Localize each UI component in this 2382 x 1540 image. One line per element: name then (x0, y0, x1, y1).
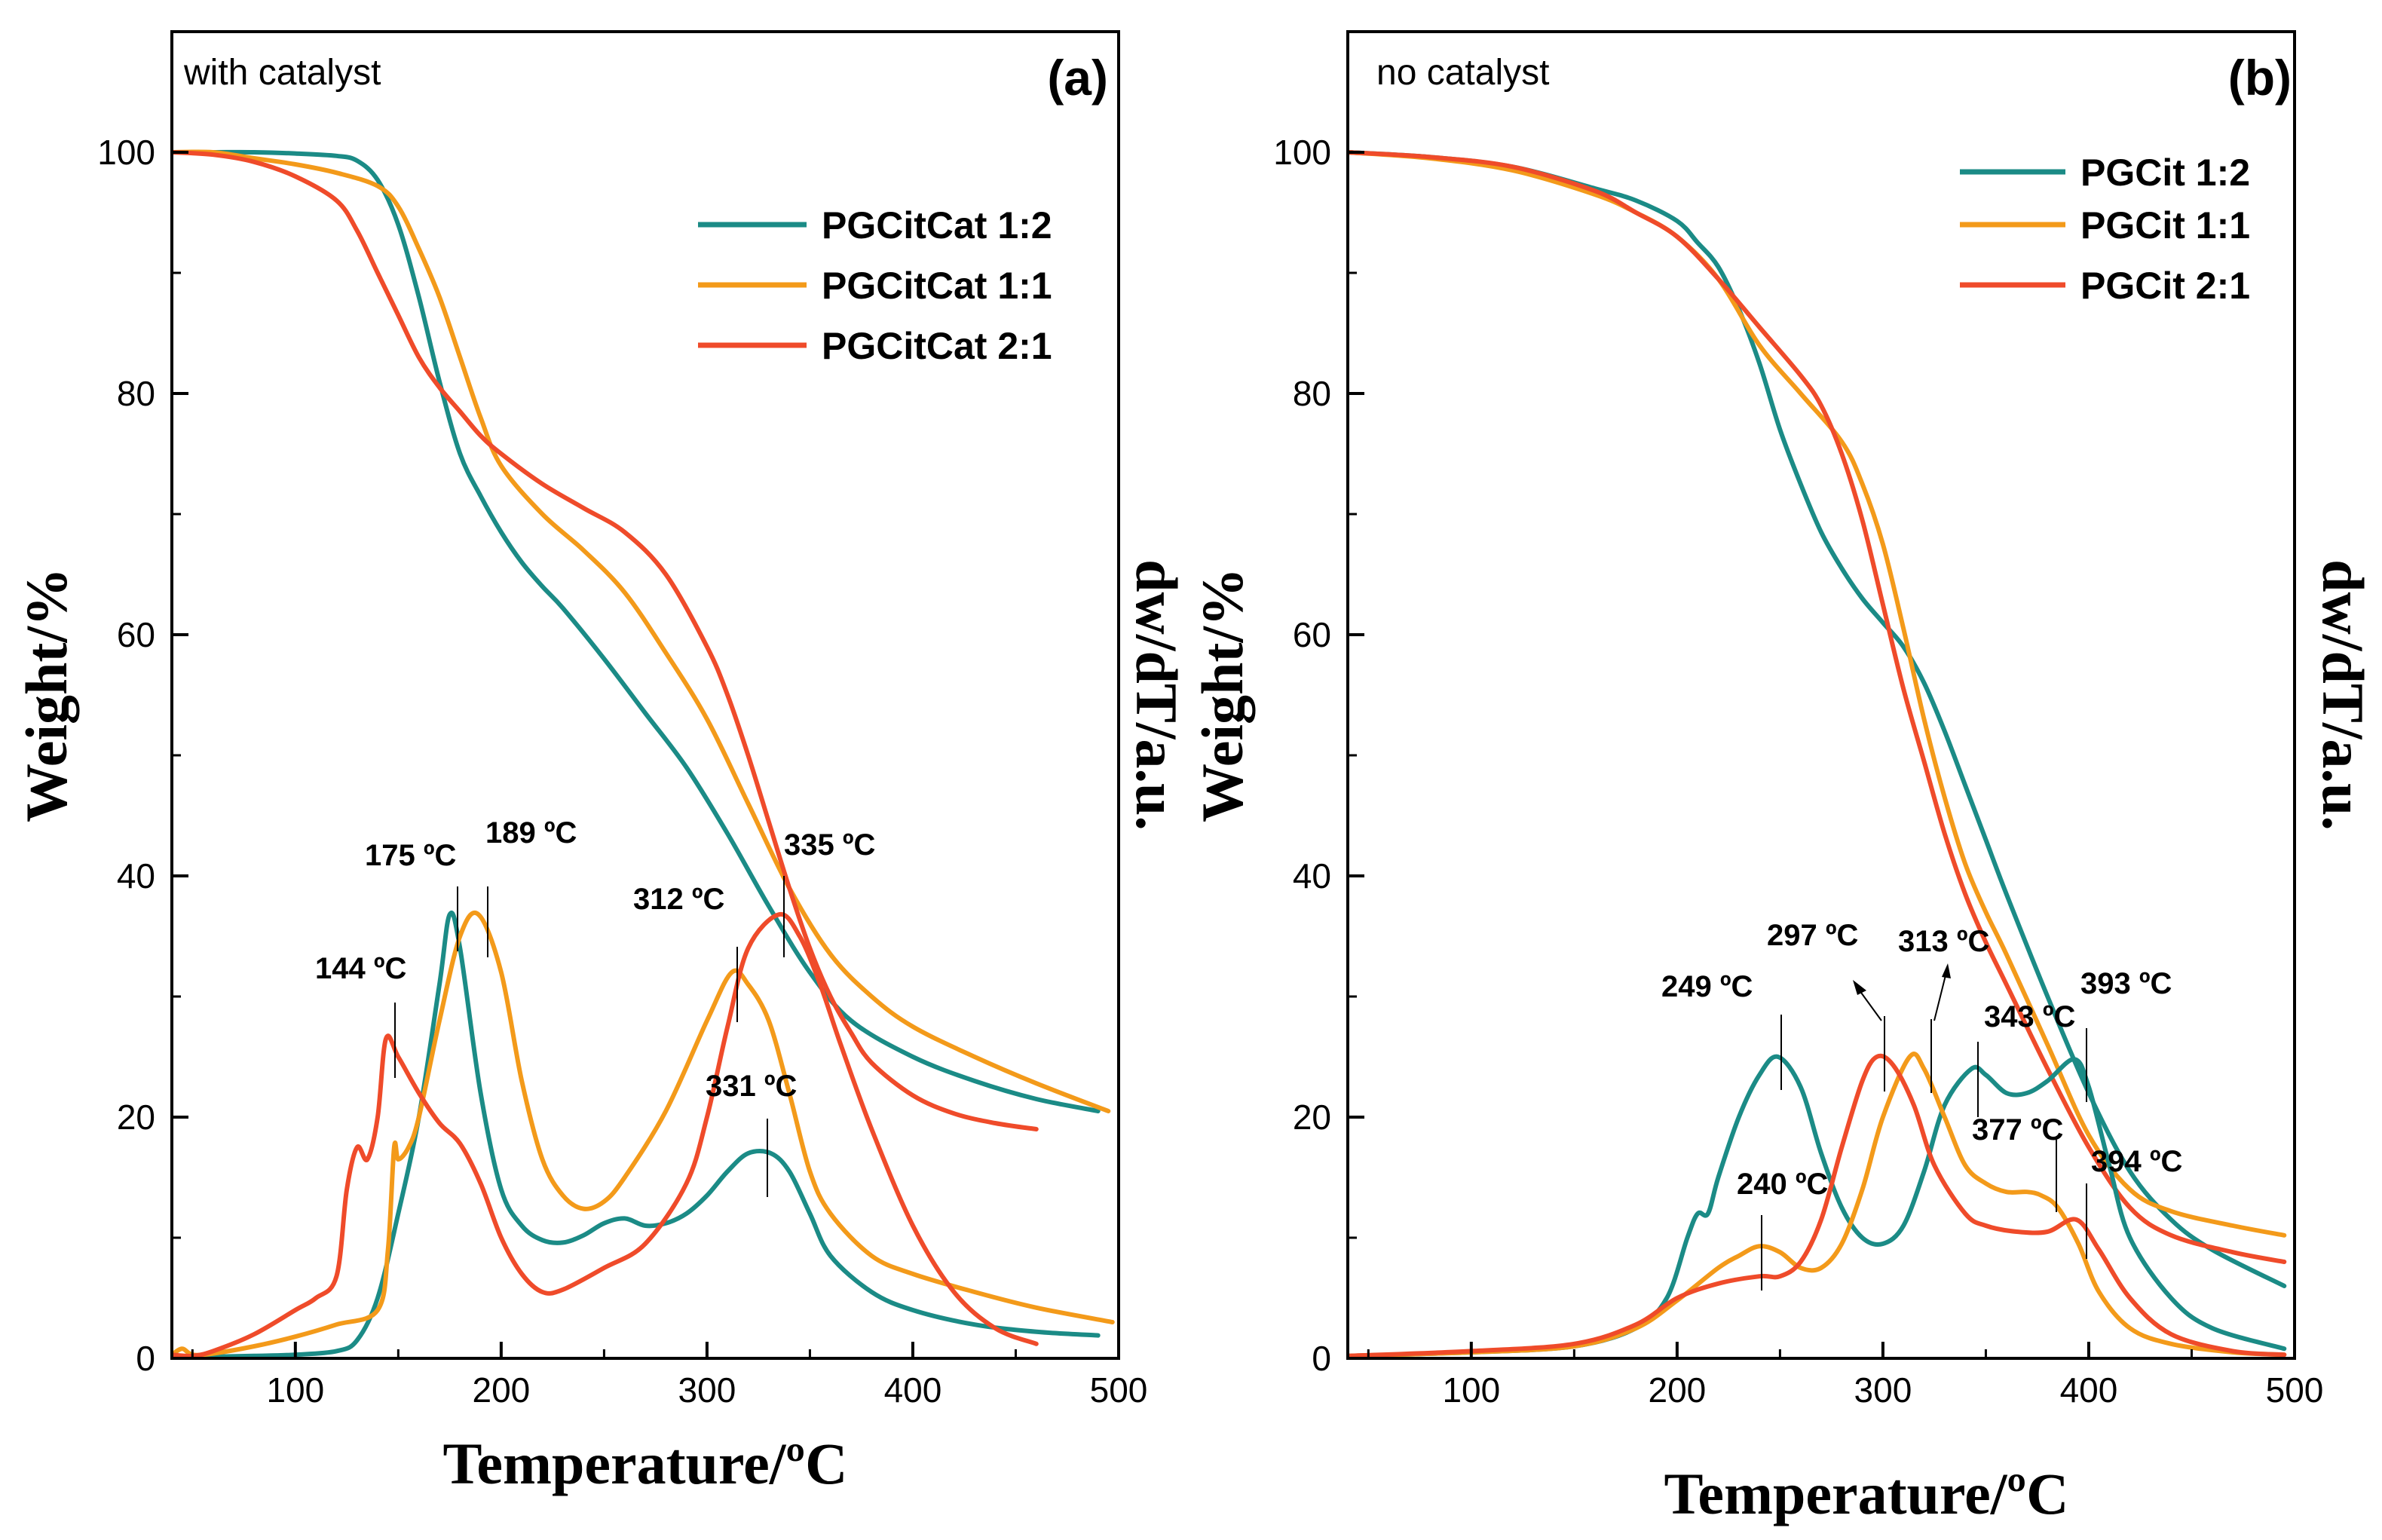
y-axis-label-b: Weight/% (1189, 568, 1255, 822)
y-tick-label-b-40: 40 (1293, 856, 1331, 896)
legend-a: PGCitCat 1:2 PGCitCat 1:1 PGCitCat 2:1 (698, 204, 1052, 367)
annotation-b-313: 313 ºC (1898, 925, 1989, 958)
x-tick-label-b-400: 400 (2060, 1370, 2118, 1410)
plot-frame-b (1346, 30, 2296, 1360)
x-tick-label-b-300: 300 (1854, 1370, 1912, 1410)
series-b-tg-1 (1348, 150, 2287, 1238)
annotation-a-312: 312 ºC (633, 883, 724, 916)
legend-entry-a-2: PGCitCat 2:1 (822, 325, 1052, 367)
series-b-tg-0 (1348, 150, 2287, 1288)
x-tick-label-b-100: 100 (1442, 1370, 1500, 1410)
y-tick-label-a-20: 20 (117, 1098, 155, 1137)
x-tick-label-a-200: 200 (472, 1370, 530, 1410)
y-tick-label-b-60: 60 (1293, 615, 1331, 654)
panel-label-a: (a) (1047, 50, 1108, 106)
y-tick-label-b-0: 0 (1312, 1339, 1331, 1378)
panel-label-b: (b) (2228, 50, 2292, 106)
annotation-b-377: 377 ºC (1972, 1113, 2063, 1147)
annotation-b-393: 393 ºC (2080, 967, 2172, 1000)
annotation-b-249: 249 ºC (1661, 970, 1753, 1003)
series-a-tg-0 (172, 149, 1101, 1113)
y-tick-label-a-60: 60 (117, 615, 155, 654)
annotations-b: 240 ºC 249 ºC 297 ºC 313 ºC 343 ºC 393 º… (1661, 919, 2182, 1290)
x-tick-label-b-500: 500 (2266, 1370, 2324, 1410)
series-a-dtg-3 (190, 911, 1101, 1358)
annotation-a-144: 144 ºC (315, 952, 406, 985)
legend-b: PGCit 1:2 PGCit 1:1 PGCit 2:1 (1960, 152, 2250, 307)
series-b-dtg-3 (1348, 1054, 2287, 1358)
series-b-dtg-5 (1348, 1053, 2287, 1358)
y-tick-label-b-20: 20 (1293, 1098, 1331, 1137)
annotation-a-189: 189 ºC (485, 816, 577, 850)
annotation-arrowhead-b-313 (1942, 963, 1951, 978)
x-tick-label-a-400: 400 (884, 1370, 942, 1410)
series-b-tg-2 (1348, 150, 2287, 1264)
annotation-b-394: 394 ºC (2091, 1145, 2182, 1178)
y-axis-right-label-b: dw/dT/a.u. (2310, 559, 2376, 831)
series-a-dtg-5 (172, 912, 1039, 1358)
y-tick-label-a-80: 80 (117, 374, 155, 413)
x-tick-label-a-100: 100 (266, 1370, 324, 1410)
annotation-a-175: 175 ºC (365, 839, 456, 872)
y-axis-right-label-a: dw/dT/a.u. (1124, 559, 1189, 831)
series-a-tg-2 (172, 150, 1039, 1131)
y-axis-label-a: Weight/% (14, 568, 79, 822)
series-a-tg-1 (172, 149, 1111, 1113)
legend-entry-b-2: PGCit 2:1 (2080, 265, 2250, 307)
x-tick-label-a-300: 300 (678, 1370, 736, 1410)
y-tick-label-a-100: 100 (97, 133, 155, 172)
legend-entry-a-0: PGCitCat 1:2 (822, 204, 1052, 246)
legend-entry-b-1: PGCit 1:1 (2080, 204, 2250, 246)
condition-label-a: with catalyst (183, 53, 381, 93)
y-tick-label-a-0: 0 (136, 1339, 155, 1378)
legend-entry-b-0: PGCit 1:2 (2080, 152, 2250, 194)
annotation-a-331: 331 ºC (706, 1070, 797, 1103)
annotation-b-297: 297 ºC (1767, 919, 1858, 952)
x-axis-label-b: Temperature/ºC (1664, 1461, 2068, 1526)
annotation-arrowhead-b-297 (1853, 980, 1866, 995)
x-tick-label-b-200: 200 (1648, 1370, 1706, 1410)
annotations-a: 144 ºC 175 ºC 189 ºC 312 ºC 335 ºC 331 º… (315, 816, 875, 1197)
plot-frame-a (170, 30, 1120, 1360)
x-axis-label-a: Temperature/ºC (442, 1431, 847, 1496)
panel-a: 100 200 300 400 500 0 20 40 60 80 100 with catalys… (14, 30, 1189, 1496)
condition-label-b: no catalyst (1376, 53, 1549, 93)
annotation-b-240: 240 ºC (1737, 1168, 1828, 1201)
series-a-dtg-4 (172, 911, 1115, 1358)
annotation-arrow-b-313 (1933, 972, 1947, 1021)
y-tick-label-b-80: 80 (1293, 374, 1331, 413)
annotation-a-335: 335 ºC (784, 828, 875, 862)
y-tick-label-b-100: 100 (1273, 133, 1331, 172)
x-tick-label-a-500: 500 (1090, 1370, 1148, 1410)
legend-entry-a-1: PGCitCat 1:1 (822, 265, 1052, 307)
y-tick-label-a-40: 40 (117, 856, 155, 896)
annotation-b-343: 343 ºC (1984, 1000, 2075, 1033)
